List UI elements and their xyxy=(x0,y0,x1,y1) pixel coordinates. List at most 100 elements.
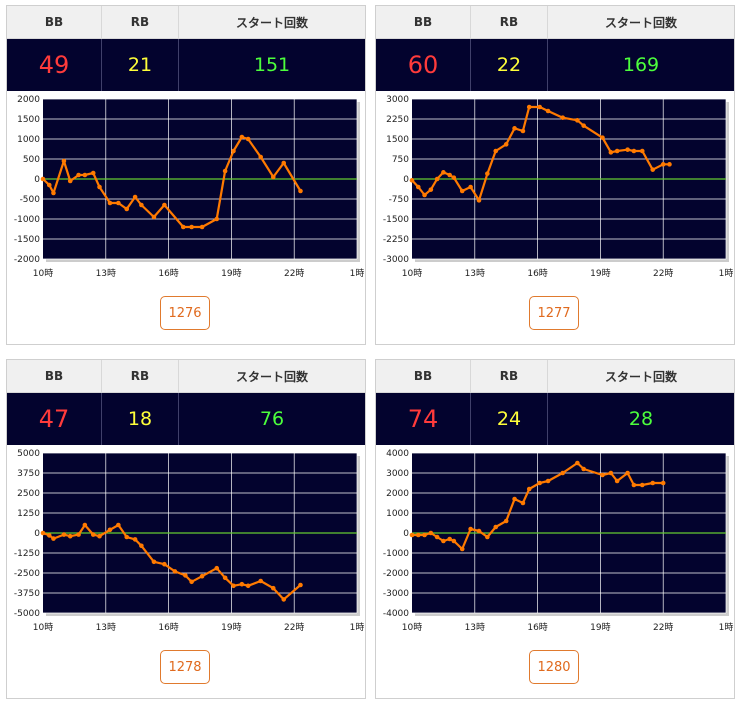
y-tick-label: -3750 xyxy=(14,589,40,599)
data-point xyxy=(139,543,144,549)
x-tick-label: 10時 xyxy=(33,622,53,633)
series-line xyxy=(42,135,302,229)
x-tick-label: 13時 xyxy=(96,268,116,279)
machine-number-button[interactable]: 1278 xyxy=(160,650,210,684)
start-count-header: スタート回数 xyxy=(235,369,308,384)
y-tick-label: 2250 xyxy=(386,115,409,125)
rb-value: 21 xyxy=(102,39,179,91)
data-point xyxy=(90,532,96,537)
x-tick-label: 19時 xyxy=(590,268,610,279)
start-count-header: スタート回数 xyxy=(235,15,308,30)
start-count-value: 151 xyxy=(253,54,291,76)
data-point xyxy=(46,533,52,538)
data-point xyxy=(476,528,482,534)
data-point xyxy=(650,167,656,172)
data-point xyxy=(67,178,73,184)
data-point xyxy=(132,194,138,200)
data-point xyxy=(600,472,605,478)
data-point xyxy=(485,534,490,540)
start-count-value: 76 xyxy=(259,408,285,430)
rb-value: 24 xyxy=(471,393,548,445)
data-point xyxy=(526,486,532,492)
data-point xyxy=(581,123,586,128)
data-point xyxy=(503,518,509,524)
data-point xyxy=(107,527,113,533)
rb-header: RB xyxy=(471,360,548,392)
data-point xyxy=(468,184,473,190)
y-tick-label: -2500 xyxy=(14,569,40,579)
machine-number-button[interactable]: 1280 xyxy=(529,650,579,684)
rb-header: RB xyxy=(471,6,548,38)
data-point xyxy=(639,148,645,154)
y-tick-label: -2000 xyxy=(14,255,40,265)
bb-header: BB xyxy=(7,6,102,38)
data-point xyxy=(415,184,421,190)
data-point xyxy=(245,136,251,142)
data-point xyxy=(40,530,46,536)
data-point xyxy=(214,216,220,222)
x-tick-label: 22時 xyxy=(284,268,304,279)
data-point xyxy=(61,158,67,164)
data-point xyxy=(428,187,434,192)
x-tick-label: 22時 xyxy=(284,622,304,633)
data-point xyxy=(162,202,167,208)
y-tick-label: 500 xyxy=(23,155,40,165)
data-point xyxy=(625,147,630,152)
y-tick-label: 0 xyxy=(34,529,40,539)
data-point xyxy=(581,466,586,472)
data-point xyxy=(459,188,465,194)
card-header: BB RB スタート回数 xyxy=(376,6,734,39)
data-point xyxy=(428,530,434,536)
y-tick-label: 4000 xyxy=(386,449,409,459)
chart-card-4: BB RB スタート回数 74 24 28 4000 3000 2000 1000 0 -… xyxy=(375,359,735,699)
y-tick-label: -3000 xyxy=(383,255,409,265)
x-tick-label: 13時 xyxy=(96,622,116,633)
x-tick-label: 13時 xyxy=(465,622,485,633)
data-point xyxy=(493,524,499,530)
data-point xyxy=(40,176,46,182)
data-point xyxy=(485,171,490,176)
y-tick-label: 0 xyxy=(34,175,40,185)
data-point xyxy=(575,460,580,466)
data-point xyxy=(46,182,52,188)
y-tick-label: 3000 xyxy=(386,95,409,105)
data-point xyxy=(660,480,666,486)
data-point xyxy=(231,148,236,154)
rb-header: RB xyxy=(102,360,179,392)
y-tick-label: -500 xyxy=(20,195,41,205)
chart-card-3: BB RB スタート回数 47 18 76 5000 3750 2500 1250 0 -… xyxy=(6,359,366,699)
data-point xyxy=(459,546,465,552)
x-tick-label: 1時 xyxy=(719,268,734,279)
data-point xyxy=(214,565,220,571)
data-point xyxy=(180,224,186,230)
data-point xyxy=(97,533,102,539)
line-chart: 5000 3750 2500 1250 0 -1250 -2500 -3750 -5000 10時… xyxy=(14,449,365,633)
data-point xyxy=(199,573,205,579)
data-point xyxy=(608,150,614,155)
machine-number-button[interactable]: 1276 xyxy=(160,296,210,330)
data-point xyxy=(189,579,194,585)
y-tick-label: 0 xyxy=(403,175,409,185)
x-tick-label: 10時 xyxy=(402,268,422,279)
data-point xyxy=(222,168,228,174)
rb-value: 22 xyxy=(471,39,548,91)
y-tick-label: -1000 xyxy=(383,549,409,559)
x-tick-label: 1時 xyxy=(719,622,734,633)
data-point xyxy=(631,148,637,154)
data-point xyxy=(512,496,517,502)
x-tick-label: 16時 xyxy=(158,622,178,633)
data-point xyxy=(451,175,457,180)
data-point xyxy=(441,170,446,175)
data-point xyxy=(625,470,630,476)
data-point xyxy=(281,597,287,602)
data-point xyxy=(526,104,532,110)
data-point xyxy=(434,534,440,540)
line-chart: 2000 1500 1000 500 0 -500 -1000 -1500 -2000 10時 13… xyxy=(14,95,365,279)
machine-number-button[interactable]: 1277 xyxy=(529,296,579,330)
x-tick-label: 1時 xyxy=(350,268,365,279)
x-tick-label: 13時 xyxy=(465,268,485,279)
data-point xyxy=(409,532,415,538)
start-count-value: 169 xyxy=(622,54,660,76)
bb-header: BB xyxy=(7,360,102,392)
data-point xyxy=(575,118,580,123)
